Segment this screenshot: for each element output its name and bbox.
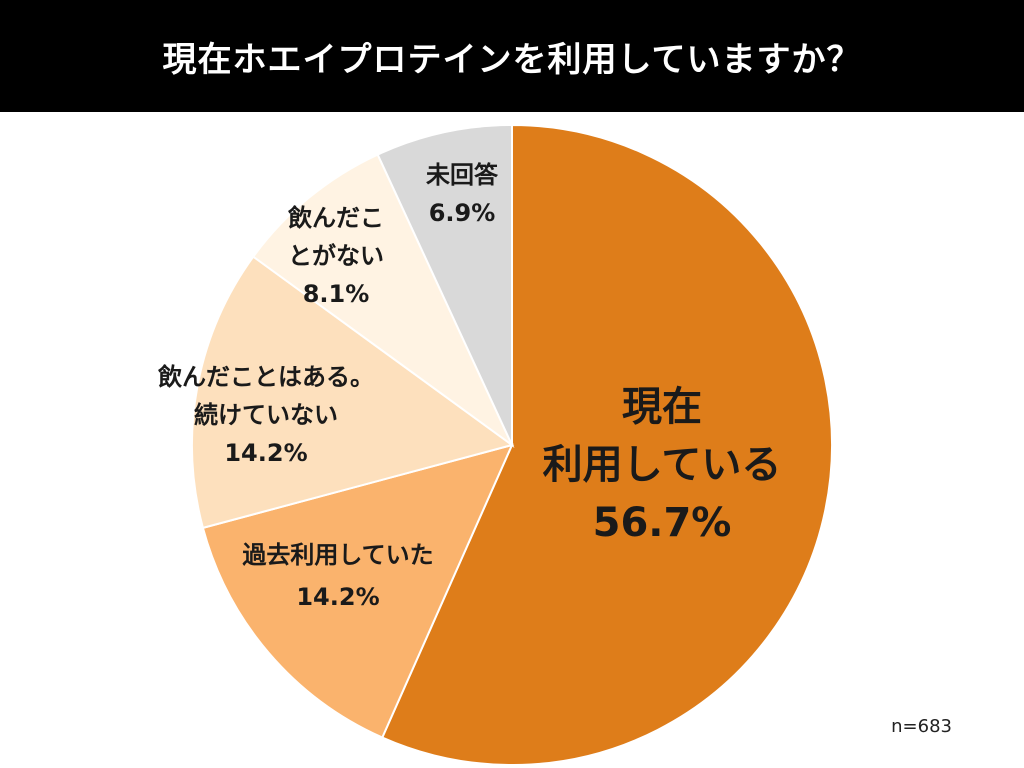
pie-slice-5 [376,123,513,446]
chart-title: 現在ホエイプロテインを利用していますか？ [0,0,1024,112]
slice-label-line: 利用している [543,442,782,488]
slice-label-line: 飲んだこ [287,204,384,232]
slice-label-line: 未回答 [426,161,499,189]
slice-label-line: 続けていない [194,401,338,429]
slice-label-line: 14.2% [224,439,307,467]
slice-label-line: 現在 [622,384,702,430]
slice-label-line: 14.2% [296,583,379,611]
pie-slice-3 [191,255,515,530]
sample-size-note: n=683 [891,716,952,737]
slice-label-line: 56.7% [593,500,732,546]
pie-slice-2 [201,443,514,739]
slice-label-3: 飲んだことはある。続けていない 14.2% [157,363,374,467]
slice-label-1: 現在利用している 56.7% [543,384,782,546]
slice-label-line: 6.9% [429,199,496,227]
slice-label-line: 8.1% [303,280,370,308]
pie-slice-1 [380,123,833,766]
slice-label-5: 未回答 6.9% [426,161,499,227]
slice-label-4: 飲んだことがない 8.1% [287,204,384,308]
slice-label-line: 飲んだことはある。 [157,363,374,391]
pie-slice-4 [251,153,515,449]
slice-label-line: 過去利用していた [242,541,433,569]
slice-label-line: とがない [288,242,384,270]
slice-label-2: 過去利用していた 14.2% [242,541,433,611]
